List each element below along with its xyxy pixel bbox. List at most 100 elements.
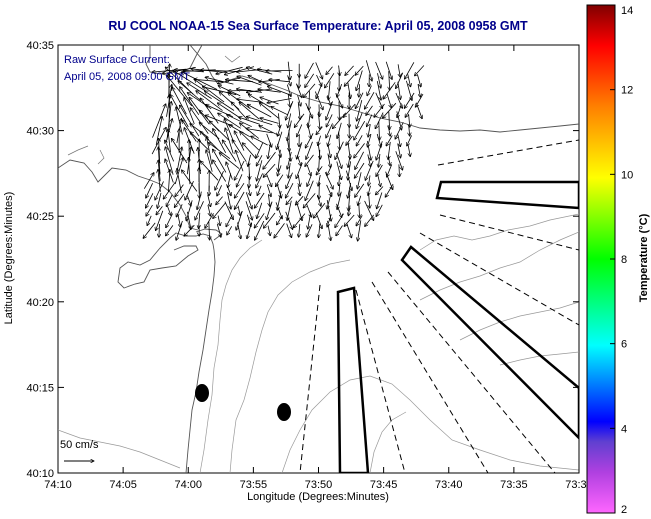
current-vector — [376, 133, 381, 147]
current-vector — [225, 80, 254, 83]
current-vector — [343, 103, 356, 117]
current-vector — [218, 113, 241, 129]
current-vector — [189, 157, 190, 185]
current-vector — [375, 92, 383, 109]
current-vector — [379, 121, 380, 140]
current-vector — [327, 214, 332, 227]
current-vector — [307, 122, 311, 139]
current-vector — [409, 125, 410, 136]
current-vector — [216, 66, 243, 74]
radar-beam-east — [435, 180, 579, 210]
chart-title: RU COOL NOAA-15 Sea Surface Temperature:… — [108, 19, 528, 33]
sector-guide — [371, 281, 489, 473]
current-vector — [159, 223, 160, 237]
current-vector — [377, 73, 381, 88]
current-vector — [295, 195, 304, 205]
current-vector — [287, 151, 292, 169]
current-vector — [217, 185, 222, 196]
current-vector — [324, 172, 333, 189]
current-vector — [366, 105, 373, 116]
current-vector — [186, 200, 193, 221]
current-vector — [335, 93, 343, 108]
current-vector — [215, 171, 224, 190]
current-vector — [405, 103, 414, 117]
x-tick-label: 73:40 — [435, 479, 463, 491]
current-vector — [286, 84, 291, 97]
current-vector — [417, 84, 420, 97]
current-vector — [168, 129, 171, 153]
current-vector — [306, 165, 311, 176]
current-vector — [377, 174, 381, 187]
current-vector — [239, 102, 260, 120]
current-vector — [275, 174, 284, 187]
current-vector — [365, 214, 375, 227]
current-vector — [354, 120, 366, 140]
current-vector — [317, 142, 320, 159]
current-vector — [356, 215, 363, 226]
current-vector — [386, 93, 392, 108]
x-tick-label: 73:50 — [305, 479, 333, 491]
current-vector — [337, 122, 342, 139]
current-vector — [248, 94, 271, 108]
current-vector — [314, 91, 323, 110]
radar-beam-south — [336, 286, 370, 473]
current-vector — [288, 113, 292, 128]
current-vector — [407, 74, 411, 87]
colorbar-tick-label: 8 — [621, 254, 627, 266]
current-vector — [319, 149, 320, 172]
x-tick-label: 74:10 — [44, 479, 72, 491]
current-vector — [247, 214, 251, 227]
y-tick-label: 40:25 — [26, 211, 54, 223]
current-vector — [208, 143, 231, 160]
current-vector — [357, 100, 363, 121]
current-vector — [348, 190, 350, 211]
radar-beam-southeast — [400, 245, 579, 440]
current-vector — [344, 74, 355, 86]
current-vector — [236, 210, 243, 230]
current-vector — [326, 66, 333, 75]
current-vector — [190, 108, 209, 134]
current-vector — [268, 142, 271, 159]
current-vector — [306, 224, 313, 237]
y-tick-label: 40:30 — [26, 126, 54, 138]
current-vector — [358, 195, 362, 206]
current-vector — [276, 182, 282, 198]
current-vector — [231, 102, 248, 120]
current-vector — [385, 183, 394, 197]
current-vector — [346, 135, 353, 145]
current-vector — [257, 160, 263, 181]
current-vector — [143, 173, 154, 189]
current-vector — [297, 124, 303, 137]
current-vector — [387, 164, 393, 177]
current-vector — [286, 223, 292, 238]
current-vector — [407, 135, 412, 146]
current-vector — [367, 154, 371, 167]
current-vector — [296, 162, 303, 179]
current-vector — [234, 160, 245, 180]
current-vector — [303, 83, 316, 98]
x-tick-label: 73:45 — [370, 479, 398, 491]
current-vector — [296, 155, 301, 166]
current-vector — [256, 173, 263, 188]
current-vector — [336, 203, 342, 218]
current-vector — [226, 162, 233, 180]
radar-sector-guides — [299, 139, 579, 473]
coastline-raritan-bay — [58, 159, 199, 231]
current-vector — [346, 170, 352, 191]
plot-area: Raw Surface Current: April 05, 2008 09:0… — [26, 40, 592, 491]
station-marker — [277, 403, 291, 421]
current-vector — [395, 92, 403, 108]
current-vector — [359, 203, 360, 218]
current-vector — [278, 113, 280, 128]
current-vector — [305, 62, 314, 79]
sector-guide — [419, 232, 579, 326]
y-tick-label: 40:35 — [26, 40, 54, 52]
current-vector — [287, 139, 291, 161]
current-vector — [293, 213, 306, 228]
current-vector — [165, 140, 175, 162]
current-vector — [182, 170, 198, 192]
current-vector — [266, 184, 271, 197]
current-vector — [367, 85, 372, 96]
current-vector — [257, 185, 262, 196]
current-vector — [318, 174, 321, 186]
